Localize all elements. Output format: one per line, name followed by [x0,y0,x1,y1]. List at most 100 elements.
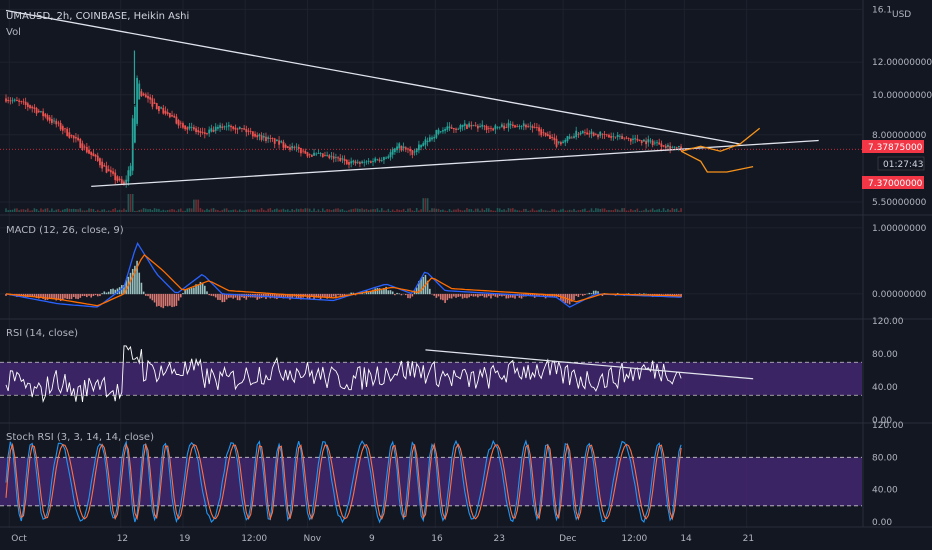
candle-body [144,94,147,98]
macd-histogram-bar [638,293,641,295]
macd-histogram-bar [435,293,438,298]
volume-bar [402,208,405,212]
trendline-lower [91,139,819,187]
macd-histogram-bar [201,283,204,295]
candle-body [455,128,457,130]
macd-histogram-bar [238,293,241,301]
macd-histogram-bar [129,272,132,295]
candle-body [302,150,305,152]
candle-body [232,126,235,129]
macd-histogram-bar [184,289,186,295]
rsi-trendline [425,349,754,380]
volume-bar [103,209,106,212]
volume-bar [276,208,278,212]
volume-bar [472,210,475,212]
volume-bar [426,198,429,212]
candle-body [660,143,663,147]
macd-histogram-bar [337,293,339,296]
candle-body [103,165,106,167]
candle-body [498,126,501,128]
candle-body [573,136,575,138]
candle-body [164,110,167,114]
volume-bar [147,209,149,212]
time-axis[interactable]: Oct 12 19 12:00 Nov 9 16 23 Dec 12:00 14 21 [11,534,754,544]
candle-body [559,142,562,145]
macd-histogram-bar [256,293,259,300]
candle-body [586,132,589,135]
volume-bar [656,209,658,212]
candle-body [623,137,626,139]
volume-bar [533,210,536,212]
candle-body [592,132,595,136]
volume-bar [474,208,477,212]
volume-bar [383,210,385,212]
macd-histogram-bar [520,293,523,299]
volume-bar [118,209,121,212]
macd-histogram-bar [616,293,619,295]
symbol-title: UMAUSD, 2h, COINBASE, Heikin Ashi [6,11,189,22]
volume-bar [507,208,510,212]
candle-body [599,131,602,136]
candle-body [206,133,208,134]
last-price-text: 7.37875000 [868,143,923,153]
macd-histogram-bar [472,293,475,297]
macd-histogram-bar [64,293,66,299]
candle-body [378,159,381,161]
macd-histogram-bar [590,293,593,295]
macd-histogram-bar [409,293,411,299]
volume-bar [105,210,108,212]
candle-body [385,157,388,159]
candle-body [247,130,250,132]
candle-body [9,100,12,102]
macd-histogram-bar [280,293,283,298]
rsi-pane[interactable] [0,345,862,403]
candle-body [542,132,545,134]
candle-body [61,126,64,131]
volume-bar [88,208,90,212]
candle-body [195,128,197,133]
macd-pane[interactable] [5,241,682,309]
volume-bar [592,210,595,212]
volume-bar [260,208,263,212]
volume-bar [488,208,490,212]
candle-body [387,156,390,159]
volume-bar [190,208,193,212]
candle-body [439,131,442,133]
volume-bar [11,209,14,212]
volume-bar [223,208,226,212]
price-tick-label: 8.00000000 [872,131,927,141]
volume-bar [520,210,523,212]
volume-bar [411,210,414,212]
candle-body [365,161,368,163]
candle-body [402,146,405,149]
stoch-rsi-pane[interactable] [0,439,862,524]
macd-histogram-bar [669,293,671,296]
volume-bar [442,209,444,212]
price-pane[interactable] [0,9,862,188]
volume-bar [658,208,661,212]
volume-bar [175,210,178,212]
candle-body [44,113,47,117]
macd-histogram-bar [370,291,372,295]
candle-body [223,126,226,128]
candle-body [566,136,569,142]
volume-bar [391,209,394,212]
macd-histogram-bar [48,293,51,299]
volume-bar [256,209,259,212]
price-axis[interactable]: 16.1 12.00000000 10.00000000 8.00000000 5.50… [872,5,932,528]
volume-bar [372,209,374,212]
volume-bar [573,208,575,212]
macd-histogram-bar [383,287,385,295]
macd-histogram-bar [204,285,206,295]
volume-bar [160,210,162,212]
volume-bar [619,210,621,212]
candle-body [81,143,84,150]
candle-body [597,134,599,138]
volume-bar [531,208,534,212]
macd-histogram-bar [450,293,453,299]
stoch-d-line [5,442,682,521]
volume-bar [22,209,25,212]
candle-body [369,161,372,163]
time-tick-label: 21 [743,534,754,544]
